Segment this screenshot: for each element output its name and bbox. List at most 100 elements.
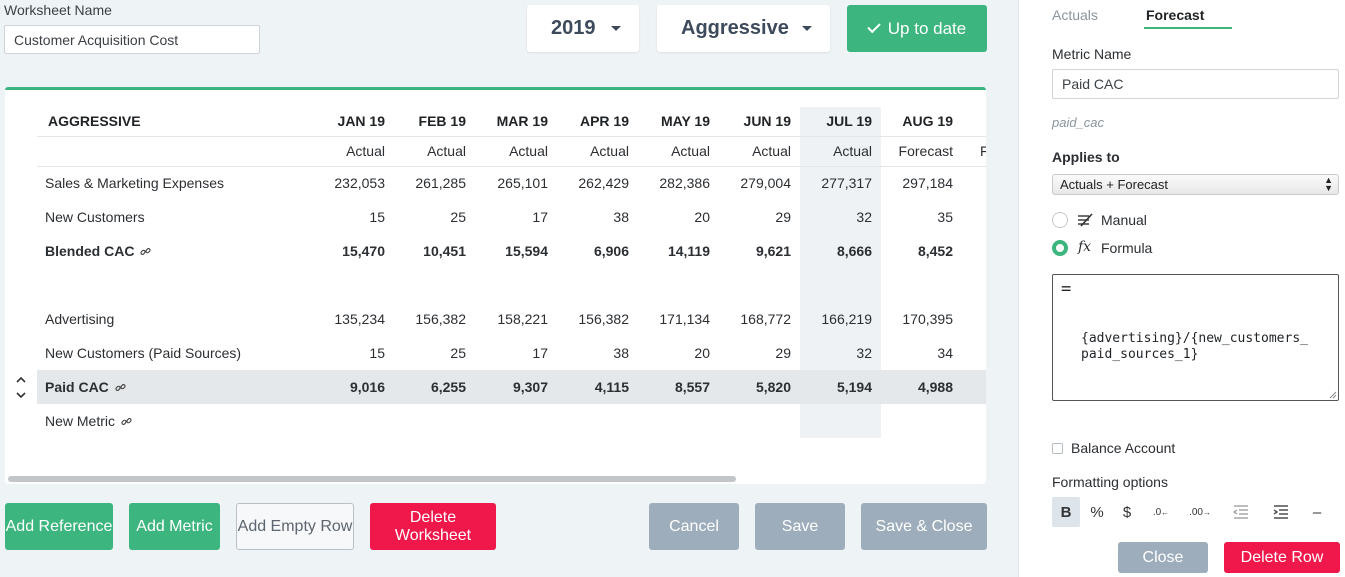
applies-to-value: Actuals + Forecast bbox=[1060, 177, 1169, 192]
table-cell[interactable]: 135,234 bbox=[334, 311, 385, 327]
table-cell[interactable]: 8,452 bbox=[917, 243, 953, 259]
table-cell[interactable]: 171,134 bbox=[659, 311, 710, 327]
dash-format-icon[interactable]: – bbox=[1312, 503, 1322, 521]
table-cell[interactable]: 20 bbox=[694, 209, 710, 225]
row-label-text: Blended CAC bbox=[45, 243, 135, 259]
resize-handle-icon[interactable] bbox=[1329, 391, 1337, 399]
row-label-text: New Customers (Paid Sources) bbox=[45, 345, 242, 361]
table-cell[interactable]: 34 bbox=[937, 345, 953, 361]
bold-format-icon[interactable]: B bbox=[1052, 497, 1080, 527]
add-empty-row-button[interactable]: Add Empty Row bbox=[236, 503, 354, 550]
table-cell[interactable]: 5,820 bbox=[755, 379, 791, 395]
table-cell[interactable]: 8,666 bbox=[836, 243, 872, 259]
tab-forecast[interactable]: Forecast bbox=[1146, 7, 1205, 23]
add-reference-button[interactable]: Add Reference bbox=[5, 503, 113, 550]
row-label-text: Paid CAC bbox=[45, 379, 109, 395]
reorder-arrows[interactable] bbox=[15, 375, 27, 402]
move-row-icon[interactable] bbox=[15, 375, 27, 401]
table-cell[interactable]: 4,988 bbox=[917, 379, 953, 395]
table-cell[interactable]: 166,219 bbox=[821, 311, 872, 327]
table-cell[interactable]: 25 bbox=[450, 345, 466, 361]
selected-row-highlight bbox=[37, 370, 986, 404]
table-cell[interactable]: 9,016 bbox=[349, 379, 385, 395]
table-cell[interactable]: 15,470 bbox=[342, 243, 385, 259]
balance-account-checkbox[interactable] bbox=[1052, 443, 1063, 454]
table-cell[interactable]: 262,429 bbox=[578, 175, 629, 191]
scenario-dropdown[interactable]: Aggressive bbox=[657, 5, 830, 52]
tab-actuals[interactable]: Actuals bbox=[1052, 7, 1098, 23]
link-icon[interactable] bbox=[115, 382, 126, 393]
horizontal-scrollbar[interactable] bbox=[8, 476, 736, 482]
row-label[interactable]: Blended CAC bbox=[45, 243, 152, 259]
table-cell[interactable]: 158,221 bbox=[497, 311, 548, 327]
percent-format-icon[interactable]: % bbox=[1090, 503, 1104, 521]
table-cell[interactable]: 15 bbox=[369, 345, 385, 361]
row-label[interactable]: Paid CAC bbox=[45, 379, 126, 395]
table-cell[interactable]: 9,621 bbox=[755, 243, 791, 259]
table-cell[interactable]: 29 bbox=[775, 345, 791, 361]
currency-format-icon[interactable]: $ bbox=[1122, 503, 1132, 521]
table-title: AGGRESSIVE bbox=[48, 113, 141, 129]
table-cell[interactable]: 15 bbox=[369, 209, 385, 225]
table-cell[interactable]: 6,255 bbox=[430, 379, 466, 395]
save-button[interactable]: Save bbox=[755, 503, 845, 550]
outdent-icon[interactable] bbox=[1227, 497, 1255, 527]
table-cell[interactable]: 17 bbox=[532, 209, 548, 225]
table-cell[interactable]: 10,451 bbox=[423, 243, 466, 259]
table-cell[interactable]: 5,194 bbox=[836, 379, 872, 395]
close-button[interactable]: Close bbox=[1118, 542, 1208, 573]
link-icon[interactable] bbox=[140, 246, 152, 257]
increase-decimals-icon[interactable]: .00 → bbox=[1189, 506, 1211, 518]
add-metric-button[interactable]: Add Metric bbox=[129, 503, 220, 550]
formula-radio[interactable] bbox=[1052, 240, 1068, 256]
table-cell[interactable]: 232,053 bbox=[334, 175, 385, 191]
table-cell[interactable]: 32 bbox=[856, 345, 872, 361]
table-cell[interactable]: 25 bbox=[450, 209, 466, 225]
row-label[interactable]: New Customers (Paid Sources) bbox=[45, 345, 241, 361]
up-to-date-button[interactable]: Up to date bbox=[847, 5, 987, 52]
table-cell[interactable]: 282,386 bbox=[659, 175, 710, 191]
table-cell[interactable]: 14,119 bbox=[667, 243, 710, 259]
table-cell[interactable]: 15,594 bbox=[505, 243, 548, 259]
table-cell[interactable]: 38 bbox=[613, 209, 629, 225]
table-cell[interactable]: 17 bbox=[532, 345, 548, 361]
column-type-header: Actual bbox=[590, 143, 629, 159]
row-label[interactable]: Sales & Marketing Expenses bbox=[45, 175, 224, 191]
cancel-button[interactable]: Cancel bbox=[649, 503, 739, 550]
row-label-text: Advertising bbox=[45, 311, 115, 327]
formula-editor[interactable]: = {advertising}/{new_customers_ paid_sou… bbox=[1052, 274, 1339, 401]
delete-worksheet-button[interactable]: Delete Worksheet bbox=[370, 503, 496, 550]
worksheet-name-input[interactable]: Customer Acquisition Cost bbox=[4, 25, 260, 54]
applies-to-select[interactable]: Actuals + Forecast ▲ ▼ bbox=[1052, 174, 1339, 195]
table-cell[interactable]: 6,906 bbox=[593, 243, 629, 259]
row-label[interactable]: New Customers bbox=[45, 209, 145, 225]
table-cell[interactable]: 265,101 bbox=[497, 175, 548, 191]
table-cell[interactable]: 261,285 bbox=[415, 175, 466, 191]
row-label[interactable]: New Metric bbox=[45, 413, 132, 429]
table-cell[interactable]: 156,382 bbox=[415, 311, 466, 327]
table-cell[interactable]: 279,004 bbox=[740, 175, 791, 191]
indent-icon[interactable] bbox=[1267, 497, 1295, 527]
table-cell[interactable]: 168,772 bbox=[740, 311, 791, 327]
table-cell[interactable]: 8,557 bbox=[674, 379, 710, 395]
table-cell[interactable]: 20 bbox=[694, 345, 710, 361]
delete-row-button[interactable]: Delete Row bbox=[1224, 542, 1340, 573]
save-and-close-button[interactable]: Save & Close bbox=[861, 503, 987, 550]
table-cell[interactable]: 156,382 bbox=[578, 311, 629, 327]
table-cell[interactable]: 9,307 bbox=[512, 379, 548, 395]
table-cell[interactable]: 4,115 bbox=[594, 379, 629, 395]
table-cell[interactable]: 38 bbox=[613, 345, 629, 361]
table-cell[interactable]: 297,184 bbox=[902, 175, 953, 191]
table-cell[interactable]: 277,317 bbox=[821, 175, 872, 191]
link-icon[interactable] bbox=[121, 416, 132, 427]
table-cell[interactable]: 170,395 bbox=[902, 311, 953, 327]
table-cell[interactable]: 35 bbox=[937, 209, 953, 225]
metric-name-input[interactable]: Paid CAC bbox=[1052, 69, 1339, 99]
year-dropdown[interactable]: 2019 bbox=[527, 5, 639, 52]
equals-icon: = bbox=[1061, 279, 1072, 299]
table-cell[interactable]: 29 bbox=[775, 209, 791, 225]
table-cell[interactable]: 32 bbox=[856, 209, 872, 225]
decrease-decimals-icon[interactable]: .0 ← bbox=[1152, 506, 1170, 518]
row-label[interactable]: Advertising bbox=[45, 311, 114, 327]
manual-radio[interactable] bbox=[1052, 212, 1068, 228]
